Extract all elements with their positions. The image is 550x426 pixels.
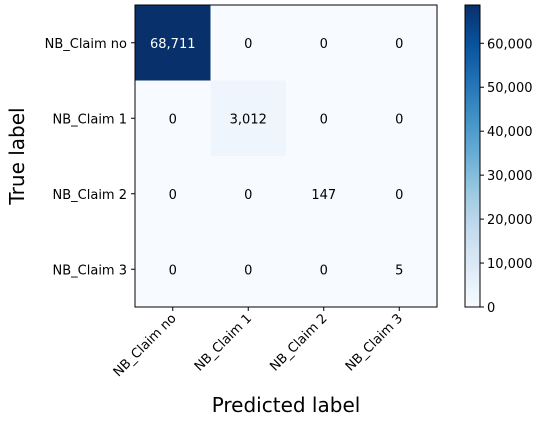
y-axis-title: True label	[5, 107, 29, 205]
heatmap-cell	[210, 5, 287, 81]
cell-value-label: 0	[244, 37, 252, 52]
cell-value-label: 0	[320, 37, 328, 52]
y-tick-label: NB_Claim 1	[53, 112, 127, 127]
heatmap-cell	[135, 156, 211, 232]
x-tick-label: NB_Claim 1	[192, 311, 255, 374]
colorbar-tick-label: 30,000	[487, 169, 533, 184]
cell-value-label: 0	[169, 263, 177, 278]
cell-value-label: 147	[311, 188, 336, 203]
heatmap-cell	[361, 231, 438, 308]
cell-value-label: 3,012	[230, 112, 267, 127]
y-tick-label: NB_Claim no	[45, 37, 127, 52]
cell-value-label: 5	[395, 263, 403, 278]
heatmap-cell	[286, 156, 362, 232]
heatmap-cell	[210, 80, 287, 157]
x-axis-title: Predicted label	[212, 393, 361, 417]
colorbar-tick-label: 10,000	[487, 257, 533, 272]
plot-frame	[134, 4, 438, 308]
y-tick-label: NB_Claim 2	[53, 188, 127, 203]
x-tick-label: NB_Claim 2	[267, 311, 330, 374]
cell-value-label: 0	[320, 112, 328, 127]
heatmap-cell-labels: 68,711 0 0 0 0 3,012 0 0 0 0 147 0 0 0 0 5	[150, 37, 403, 279]
cell-value-label: 68,711	[150, 37, 196, 52]
colorbar-tick-label: 20,000	[487, 213, 533, 228]
heatmap-cell	[286, 231, 362, 308]
colorbar-tick-label: 0	[487, 301, 495, 316]
heatmap-cell	[361, 156, 438, 232]
cell-value-label: 0	[169, 112, 177, 127]
colorbar-tick-label: 60,000	[487, 37, 533, 52]
colorbar-ticks: 0 10,000 20,000 30,000 40,000 50,000 60,000	[480, 37, 533, 316]
heatmap-cell	[361, 80, 438, 157]
heatmap-cell	[135, 231, 211, 308]
cell-value-label: 0	[395, 188, 403, 203]
colorbar-tick-label: 50,000	[487, 81, 533, 96]
cell-value-label: 0	[395, 37, 403, 52]
heatmap-cells	[135, 5, 438, 308]
cell-value-label: 0	[244, 188, 252, 203]
x-axis-ticks: NB_Claim no NB_Claim 1 NB_Claim 2 NB_Claim …	[111, 307, 406, 380]
x-tick-label: NB_Claim no	[111, 311, 180, 380]
heatmap-cell	[135, 80, 211, 157]
x-tick-label: NB_Claim 3	[343, 311, 406, 374]
y-axis-ticks: NB_Claim no NB_Claim 1 NB_Claim 2 NB_Claim …	[45, 37, 135, 278]
colorbar-tick-label: 40,000	[487, 125, 533, 140]
cell-value-label: 0	[244, 263, 252, 278]
cell-value-label: 0	[320, 263, 328, 278]
heatmap-cell	[135, 5, 211, 81]
cell-value-label: 0	[395, 112, 403, 127]
heatmap-cell	[210, 156, 287, 232]
heatmap-cell	[286, 5, 362, 81]
heatmap-cell	[210, 231, 287, 308]
heatmap-cell	[361, 5, 438, 81]
heatmap-cell	[286, 80, 362, 157]
colorbar	[464, 4, 481, 308]
y-tick-label: NB_Claim 3	[53, 263, 127, 278]
cell-value-label: 0	[169, 188, 177, 203]
